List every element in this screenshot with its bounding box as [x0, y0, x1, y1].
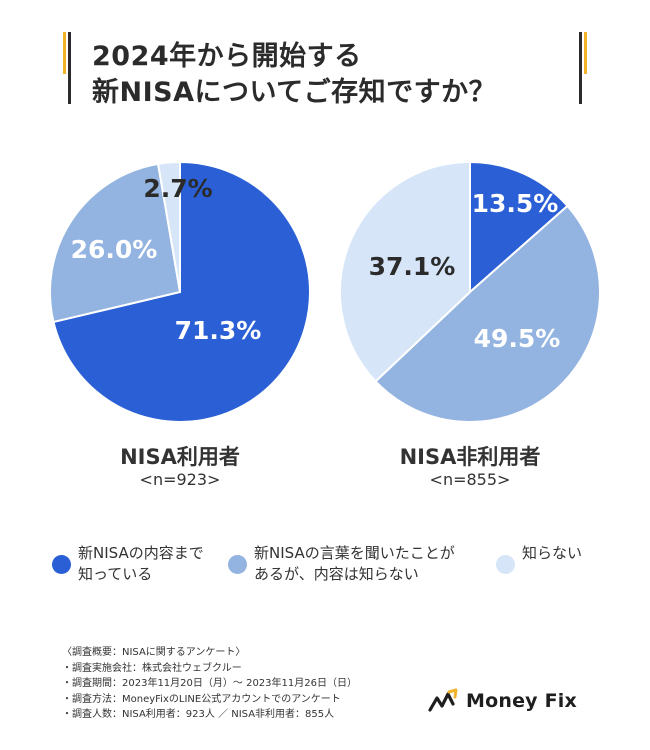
title-line-2: 新NISAについてご存知ですか？	[92, 77, 497, 108]
pie-1-value-label-2: 26.0%	[71, 235, 158, 264]
pie-2-value-label-2: 49.5%	[474, 324, 561, 353]
pie-1-slice-1	[52, 160, 311, 423]
logo-text: Money Fix	[466, 690, 577, 712]
pie-1-slice-3	[156, 160, 181, 293]
pie-2-value-label-1: 13.5%	[472, 189, 559, 218]
title-accent-right	[584, 32, 587, 74]
pie-1-value-label-3: 2.7%	[143, 174, 212, 203]
pie-1-value-label-1: 71.3%	[175, 316, 262, 345]
legend-label-know: 新NISAの内容まで 知っている	[78, 543, 204, 585]
legend-heard-line2: あるが、内容は知らない	[254, 565, 419, 583]
legend-swatch-know	[52, 555, 71, 574]
pie-2-value-label-3: 37.1%	[369, 252, 456, 281]
note-line: ・調査実施会社：株式会社ウェブクルー	[62, 662, 242, 674]
chart-2-sample-size: <n=855>	[429, 470, 511, 489]
moneyfix-logo: Money Fix	[428, 688, 577, 714]
chart-1-sample-size: <n=923>	[139, 470, 221, 489]
pie-2-slice-2	[374, 204, 601, 423]
legend-item-unknown: 知らない	[496, 543, 582, 574]
legend-item-heard: 新NISAの言葉を聞いたことが あるが、内容は知らない	[228, 543, 455, 585]
legend-know-line1: 新NISAの内容まで	[78, 544, 204, 562]
note-line: ・調査期間：2023年11月20日（月）〜 2023年11月26日（日）	[62, 678, 357, 689]
title-frame: 2024年から開始する 新NISAについてご存知ですか？	[63, 32, 587, 108]
legend-unknown-line1: 知らない	[522, 544, 583, 562]
legend: 新NISAの内容まで 知っている 新NISAの言葉を聞いたことが あるが、内容は…	[52, 543, 612, 593]
legend-label-heard: 新NISAの言葉を聞いたことが あるが、内容は知らない	[254, 543, 455, 585]
pie-charts: 71.3% 26.0% 2.7% 13.5% 49.5% 37.1%	[49, 160, 601, 423]
pie-2-slice-1	[469, 160, 569, 295]
pie-1-slice-2	[49, 162, 182, 324]
note-line: 〈調査概要：NISAに関するアンケート〉	[62, 647, 246, 658]
chart-1-title: NISA利用者	[120, 445, 240, 469]
survey-notes: 〈調査概要：NISAに関するアンケート〉 ・調査実施会社：株式会社ウェブクルー …	[62, 645, 357, 723]
legend-label-unknown: 知らない	[522, 543, 582, 564]
title-accent-left	[63, 32, 66, 74]
legend-swatch-heard	[228, 555, 247, 574]
chart-2-title: NISA非利用者	[399, 445, 541, 469]
title-bar-right	[579, 32, 582, 104]
title-line-1: 2024年から開始する	[92, 41, 362, 72]
logo-mark-icon	[428, 688, 458, 712]
note-line: ・調査人数：NISA利用者：923人 ／ NISA非利用者：855人	[62, 709, 335, 720]
note-line: ・調査方法：MoneyFixのLINE公式アカウントでのアンケート	[62, 693, 341, 705]
legend-item-know: 新NISAの内容まで 知っている	[52, 543, 204, 585]
legend-know-line2: 知っている	[78, 565, 153, 583]
pie-2-slice-3	[339, 160, 471, 383]
legend-heard-line1: 新NISAの言葉を聞いたことが	[254, 544, 455, 562]
legend-swatch-unknown	[496, 555, 515, 574]
title-bar-left	[68, 32, 71, 104]
